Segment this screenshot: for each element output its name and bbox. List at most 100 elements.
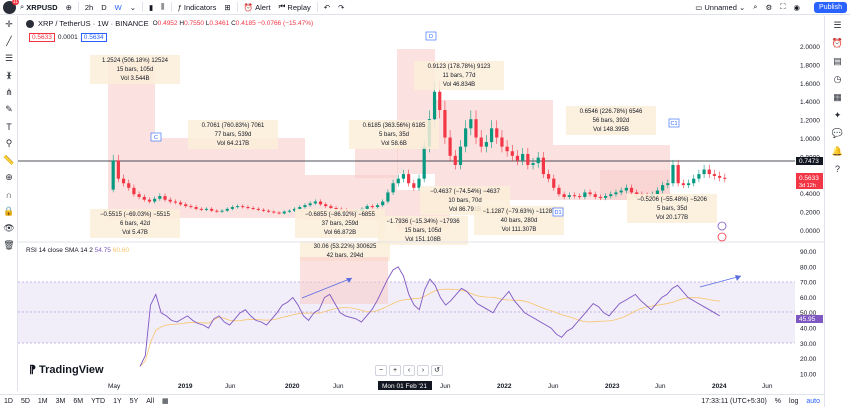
undo-icon: ↶ <box>323 2 331 12</box>
pitchfork-icon[interactable]: ⋔ <box>5 87 13 97</box>
range-1y[interactable]: 1Y <box>113 397 122 405</box>
notifications-icon[interactable]: 🔔 <box>831 145 844 156</box>
range-1m[interactable]: 1M <box>37 397 48 405</box>
interval-w[interactable]: W <box>114 2 122 12</box>
range-ytd[interactable]: YTD <box>91 397 106 405</box>
candle-body <box>417 178 421 188</box>
measure-icon[interactable]: ⚲ <box>5 138 13 148</box>
candle-body <box>526 153 530 165</box>
last-price-tag: 0.7473 <box>799 158 819 165</box>
marker-box[interactable] <box>552 207 564 217</box>
compare-button[interactable]: ⊕ <box>62 0 76 15</box>
auto-toggle[interactable]: auto <box>806 397 820 405</box>
magnet-icon[interactable]: ∩ <box>5 189 13 200</box>
settings-button[interactable]: ⚙ <box>761 0 776 15</box>
candle-body <box>697 174 701 179</box>
brush-icon[interactable]: ✎ <box>5 104 13 114</box>
redo-button[interactable]: ↷ <box>334 0 348 15</box>
zoom-out-button[interactable]: − <box>375 365 387 376</box>
range-6m[interactable]: 6M <box>73 397 84 405</box>
avatar[interactable]: 11 <box>3 0 19 14</box>
measure-box[interactable] <box>435 100 553 200</box>
arrow-head-2 <box>735 275 741 281</box>
ideas-icon[interactable]: ✦ <box>833 109 842 120</box>
scroll-left-button[interactable]: ‹ <box>403 365 415 376</box>
candle-body <box>267 210 271 212</box>
candle-body <box>474 119 478 138</box>
help-icon[interactable]: ? <box>834 164 840 174</box>
interval-2h[interactable]: 2h <box>84 2 94 12</box>
interval-dropdown[interactable]: ⌄ <box>126 0 140 15</box>
bar-type-button[interactable]: ⫼ <box>157 0 168 15</box>
marker-box[interactable] <box>425 31 437 41</box>
percent-toggle[interactable]: % <box>774 397 782 405</box>
publish-button[interactable]: Publish <box>814 2 847 13</box>
candle-body <box>495 128 499 138</box>
snapshot-button[interactable]: ◉ <box>789 0 804 15</box>
quick-search-button[interactable]: ⌕ <box>749 0 761 15</box>
symbol-search[interactable]: ⌕ XRPUSD <box>16 0 62 15</box>
interval-d[interactable]: D <box>101 2 107 12</box>
price-tick: 1.0000 <box>800 136 820 143</box>
replay-button[interactable]: ⏮ Replay <box>275 0 315 15</box>
candle-body <box>479 137 483 147</box>
layout-button[interactable]: ▭ Unnamed ⌄ <box>691 0 749 15</box>
clock[interactable]: 17:33:11 (UTC+5:30) <box>701 397 767 405</box>
fib-icon[interactable]: ☰ <box>4 53 14 63</box>
flag-icon[interactable] <box>717 232 727 242</box>
trend-line-icon[interactable]: ╱ <box>6 36 12 46</box>
rsi-legend[interactable]: RSI 14 close SMA 14 2 54.75 60.60 <box>26 247 129 254</box>
scroll-right-button[interactable]: › <box>417 365 429 376</box>
range-5d[interactable]: 5D <box>20 397 30 405</box>
templates-button[interactable]: ⊞ <box>220 0 234 15</box>
marker-box[interactable] <box>668 118 680 128</box>
rsi-trend-arrow-2[interactable] <box>699 275 742 288</box>
crosshair-icon[interactable]: ✛ <box>5 19 13 29</box>
countdown-tag: 3d 12h <box>799 183 816 189</box>
watchlist-icon[interactable]: ☰ <box>833 19 842 30</box>
zoom-icon[interactable]: ⊕ <box>5 172 13 182</box>
zoom-in-button[interactable]: + <box>389 365 401 376</box>
range-5y[interactable]: 5Y <box>129 397 139 405</box>
measure-box[interactable] <box>355 148 398 178</box>
range-3m[interactable]: 3M <box>55 397 66 405</box>
candle-type-button[interactable]: ▮ <box>145 0 157 15</box>
plus-circle-icon: ⊕ <box>65 2 72 12</box>
last-price-tag-bg <box>796 157 823 165</box>
candle-body <box>593 194 597 197</box>
range-all[interactable]: All <box>146 397 155 405</box>
ruler-icon[interactable]: 📏 <box>3 155 15 165</box>
buy-price[interactable]: 0.5634 <box>80 33 107 42</box>
pattern-icon[interactable]: ᚕ <box>6 70 12 80</box>
alert-button[interactable]: ⏰ Alert <box>240 0 275 15</box>
chat-icon[interactable]: 💬 <box>831 127 844 138</box>
trash-icon[interactable]: 🗑 <box>3 240 15 250</box>
event-icon[interactable] <box>717 221 727 231</box>
change-value: −0.0766 (−15.47%) <box>257 20 314 27</box>
data-window-icon[interactable]: ▤ <box>833 55 842 66</box>
date-range-icon[interactable]: ▦ <box>162 398 169 405</box>
hotlist-icon[interactable]: ◷ <box>833 73 842 84</box>
reset-button[interactable]: ↺ <box>431 365 443 376</box>
range-1d[interactable]: 1D <box>4 397 13 405</box>
eye-icon[interactable]: 👁 <box>3 223 15 233</box>
alerts-icon[interactable]: ⏰ <box>831 37 844 48</box>
annotation-bg <box>627 194 717 223</box>
calendar-icon[interactable]: ▦ <box>833 91 842 102</box>
candle-body <box>666 183 670 186</box>
log-toggle[interactable]: log <box>789 397 799 405</box>
legend-title[interactable]: XRP / TetherUS · 1W · BINANCE <box>38 19 149 28</box>
sell-price[interactable]: 0.5633 <box>29 33 55 42</box>
lock-icon[interactable]: 🔒 <box>3 206 15 216</box>
candle-body <box>552 178 556 188</box>
chart-legend: XRP / TetherUS · 1W · BINANCE O0.4952 H0… <box>26 19 313 28</box>
measure-box[interactable] <box>155 138 305 218</box>
indicators-button[interactable]: ƒ Indicators <box>174 0 221 15</box>
text-icon[interactable]: T <box>6 121 12 132</box>
undo-button[interactable]: ↶ <box>320 0 334 15</box>
rsi-trend-arrow-1[interactable] <box>301 277 353 299</box>
fullscreen-button[interactable]: ⛶ <box>776 0 789 15</box>
candle-body <box>147 199 152 202</box>
marker-box[interactable] <box>150 132 162 142</box>
